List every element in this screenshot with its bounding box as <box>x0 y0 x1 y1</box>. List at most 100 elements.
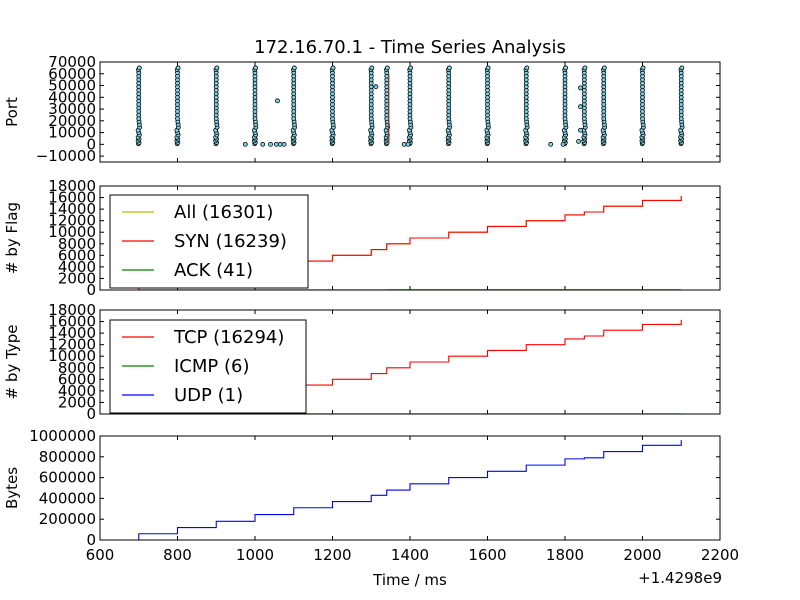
y-tick-label: 40000 <box>48 88 96 106</box>
y-tick-label: 1000000 <box>29 427 96 445</box>
legend-type: TCP (16294) ICMP (6) UDP (1) <box>109 319 307 414</box>
scatter-points <box>135 65 685 147</box>
y-tick-label: 12000 <box>48 336 96 354</box>
y-tick-label: 4000 <box>58 258 96 276</box>
x-axis: 600 800 1000 1200 1400 1600 1800 2000 2200 <box>86 546 739 564</box>
x-tick-label: 1600 <box>468 546 506 564</box>
panel-bytes: 0 200000 400000 600000 800000 1000000 Bytes <box>3 427 721 549</box>
legend-label-udp: UDP (1) <box>174 385 243 406</box>
series-line-bytes <box>138 440 682 540</box>
panel-flag: 0200040006000800010000120001400016000180… <box>3 177 721 299</box>
port-point <box>384 65 390 71</box>
x-tick-label: 600 <box>86 546 115 564</box>
y-tick-label: 30000 <box>48 100 96 118</box>
legend-label-icmp: ICMP (6) <box>174 356 249 377</box>
port-point <box>273 141 279 147</box>
y-tick-label: 0 <box>86 405 96 423</box>
port-point <box>408 65 414 71</box>
y-tick-label: 20000 <box>48 112 96 130</box>
x-tick-label: 1000 <box>236 546 274 564</box>
legend-label-syn: SYN (16239) <box>174 231 287 252</box>
port-point <box>175 65 181 71</box>
legend-label-tcp: TCP (16294) <box>173 327 284 348</box>
x-axis-label: Time / ms <box>372 571 447 589</box>
panels-group: −100000100002000030000400005000060000700… <box>3 53 721 549</box>
y-tick-label: 14000 <box>48 324 96 342</box>
x-offset-label: +1.4298e9 <box>638 569 722 587</box>
y-tick-label: 400000 <box>39 489 96 507</box>
y-tick-label: 12000 <box>48 212 96 230</box>
y-axis-label: Port <box>3 97 21 127</box>
y-tick-label: 0 <box>86 281 96 299</box>
y-tick-label: 6000 <box>58 370 96 388</box>
port-point <box>578 104 583 110</box>
port-point <box>260 141 266 147</box>
panel-frame <box>99 309 721 415</box>
x-tick-label: 800 <box>163 546 192 564</box>
panel-type: 0200040006000800010000120001400016000180… <box>3 301 721 423</box>
port-point <box>291 65 297 71</box>
port-point <box>401 141 407 147</box>
port-point <box>524 65 530 71</box>
port-point <box>369 65 375 71</box>
y-tick-label: 4000 <box>58 382 96 400</box>
y-tick-label: 16000 <box>48 313 96 331</box>
port-point <box>275 98 280 104</box>
panel-frame <box>99 61 721 163</box>
panel-port: −100000100002000030000400005000060000700… <box>3 53 721 165</box>
y-tick-label: 10000 <box>48 223 96 241</box>
port-point <box>485 65 491 71</box>
y-tick-label: 16000 <box>48 189 96 207</box>
port-point <box>330 65 336 71</box>
y-tick-label: 8000 <box>58 235 96 253</box>
y-tick-label: 600000 <box>39 469 96 487</box>
legend-flag: All (16301) SYN (16239) ACK (41) <box>109 194 309 289</box>
y-tick-label: 2000 <box>58 393 96 411</box>
y-tick-label: 0 <box>86 135 96 153</box>
port-point <box>582 65 588 71</box>
port-point <box>640 65 646 71</box>
y-tick-label: 2000 <box>58 269 96 287</box>
x-tick-label: 2200 <box>701 546 739 564</box>
y-tick-label: 0 <box>86 531 96 549</box>
port-point <box>373 84 379 90</box>
y-tick-label: 70000 <box>48 53 96 71</box>
y-tick-label: 18000 <box>48 177 96 195</box>
x-tick-label: 1400 <box>391 546 429 564</box>
x-tick-label: 2000 <box>623 546 661 564</box>
y-axis-label: Bytes <box>3 467 21 509</box>
y-axis-label: # by Flag <box>3 202 21 274</box>
y-tick-label: 18000 <box>48 301 96 319</box>
y-tick-label: 800000 <box>39 448 96 466</box>
y-tick-label: −10000 <box>36 147 96 165</box>
port-point <box>601 65 607 71</box>
port-point <box>576 139 581 144</box>
y-tick-label: 10000 <box>48 347 96 365</box>
port-point <box>277 141 283 147</box>
port-point <box>281 141 287 147</box>
port-point <box>268 141 273 147</box>
y-tick-label: 10000 <box>48 124 96 142</box>
x-tick-label: 1200 <box>313 546 351 564</box>
panel-frame <box>99 435 721 541</box>
panel-frame <box>99 185 721 291</box>
port-point <box>253 65 259 71</box>
port-point <box>563 65 568 71</box>
port-point <box>578 127 583 133</box>
y-tick-label: 200000 <box>39 510 96 528</box>
port-point <box>136 65 142 71</box>
y-tick-label: 8000 <box>58 359 96 377</box>
port-point <box>242 141 248 147</box>
y-tick-label: 6000 <box>58 246 96 264</box>
legend-label-all: All (16301) <box>174 202 273 223</box>
port-point <box>405 141 411 147</box>
port-point <box>548 141 554 147</box>
port-point <box>578 85 583 91</box>
port-point <box>446 65 452 71</box>
y-tick-label: 50000 <box>48 77 96 95</box>
y-tick-label: 14000 <box>48 200 96 218</box>
port-point <box>560 141 566 147</box>
port-point <box>679 65 685 71</box>
legend-label-ack: ACK (41) <box>174 260 253 281</box>
